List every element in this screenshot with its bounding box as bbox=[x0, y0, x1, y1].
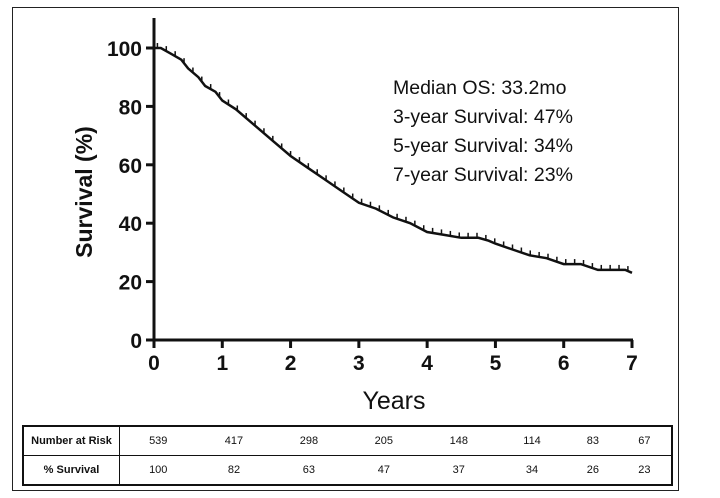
cell: 34 bbox=[496, 455, 568, 486]
cell: 37 bbox=[421, 455, 497, 486]
y-axis-label: Survival (%) bbox=[71, 126, 97, 258]
cell: 205 bbox=[346, 425, 422, 456]
row-header-percent-survival: % Survival bbox=[22, 455, 120, 486]
cell: 83 bbox=[567, 425, 618, 456]
x-tick-label: 5 bbox=[490, 352, 502, 375]
annotation-7yr: 7-year Survival: 23% bbox=[393, 164, 573, 186]
survival-curve bbox=[154, 46, 633, 274]
y-tick-label: 0 bbox=[130, 330, 142, 353]
cell: 47 bbox=[346, 455, 422, 486]
cell: 67 bbox=[617, 425, 672, 456]
annotation-median-os: Median OS: 33.2mo bbox=[393, 77, 567, 99]
y-tick-label: 20 bbox=[119, 272, 142, 295]
annotation-3yr: 3-year Survival: 47% bbox=[393, 106, 573, 128]
x-tick-label: 1 bbox=[216, 352, 228, 375]
cell: 82 bbox=[196, 455, 272, 486]
x-tick-label: 2 bbox=[285, 352, 297, 375]
cell: 63 bbox=[271, 455, 347, 486]
cell: 417 bbox=[196, 425, 272, 456]
cell: 23 bbox=[617, 455, 672, 486]
cell: 26 bbox=[567, 455, 618, 486]
y-tick-label: 60 bbox=[119, 155, 142, 178]
annotation-5yr: 5-year Survival: 34% bbox=[393, 135, 573, 157]
x-tick-label: 4 bbox=[421, 352, 433, 375]
cell: 148 bbox=[421, 425, 497, 456]
x-tick-label: 7 bbox=[626, 352, 638, 375]
risk-row-number: Number at Risk 539 417 298 205 148 114 8… bbox=[22, 425, 672, 456]
cell: 298 bbox=[271, 425, 347, 456]
cell: 100 bbox=[119, 455, 197, 486]
x-axis-label: Years bbox=[362, 387, 425, 415]
y-tick-label: 40 bbox=[119, 213, 142, 236]
y-tick-labels: 0 20 40 60 80 100 bbox=[107, 38, 142, 353]
row-header-number-at-risk: Number at Risk bbox=[22, 425, 120, 456]
figure-frame bbox=[12, 7, 679, 491]
x-tick-labels: 0 1 2 3 4 5 6 7 bbox=[148, 352, 638, 375]
km-survival-chart: 0 1 2 3 4 5 6 7 0 20 40 60 80 100 Survival (%) Years… bbox=[71, 18, 638, 415]
axes bbox=[146, 18, 634, 348]
cell: 539 bbox=[119, 425, 197, 456]
censor-marks bbox=[156, 43, 629, 272]
y-tick-label: 100 bbox=[107, 38, 142, 61]
risk-table: Number at Risk 539 417 298 205 148 114 8… bbox=[22, 425, 673, 486]
risk-row-survival: % Survival 100 82 63 47 37 34 26 23 bbox=[22, 455, 672, 486]
x-tick-label: 6 bbox=[558, 352, 570, 375]
x-tick-label: 3 bbox=[353, 352, 365, 375]
y-tick-label: 80 bbox=[119, 96, 142, 119]
cell: 114 bbox=[496, 425, 568, 456]
x-tick-label: 0 bbox=[148, 352, 160, 375]
